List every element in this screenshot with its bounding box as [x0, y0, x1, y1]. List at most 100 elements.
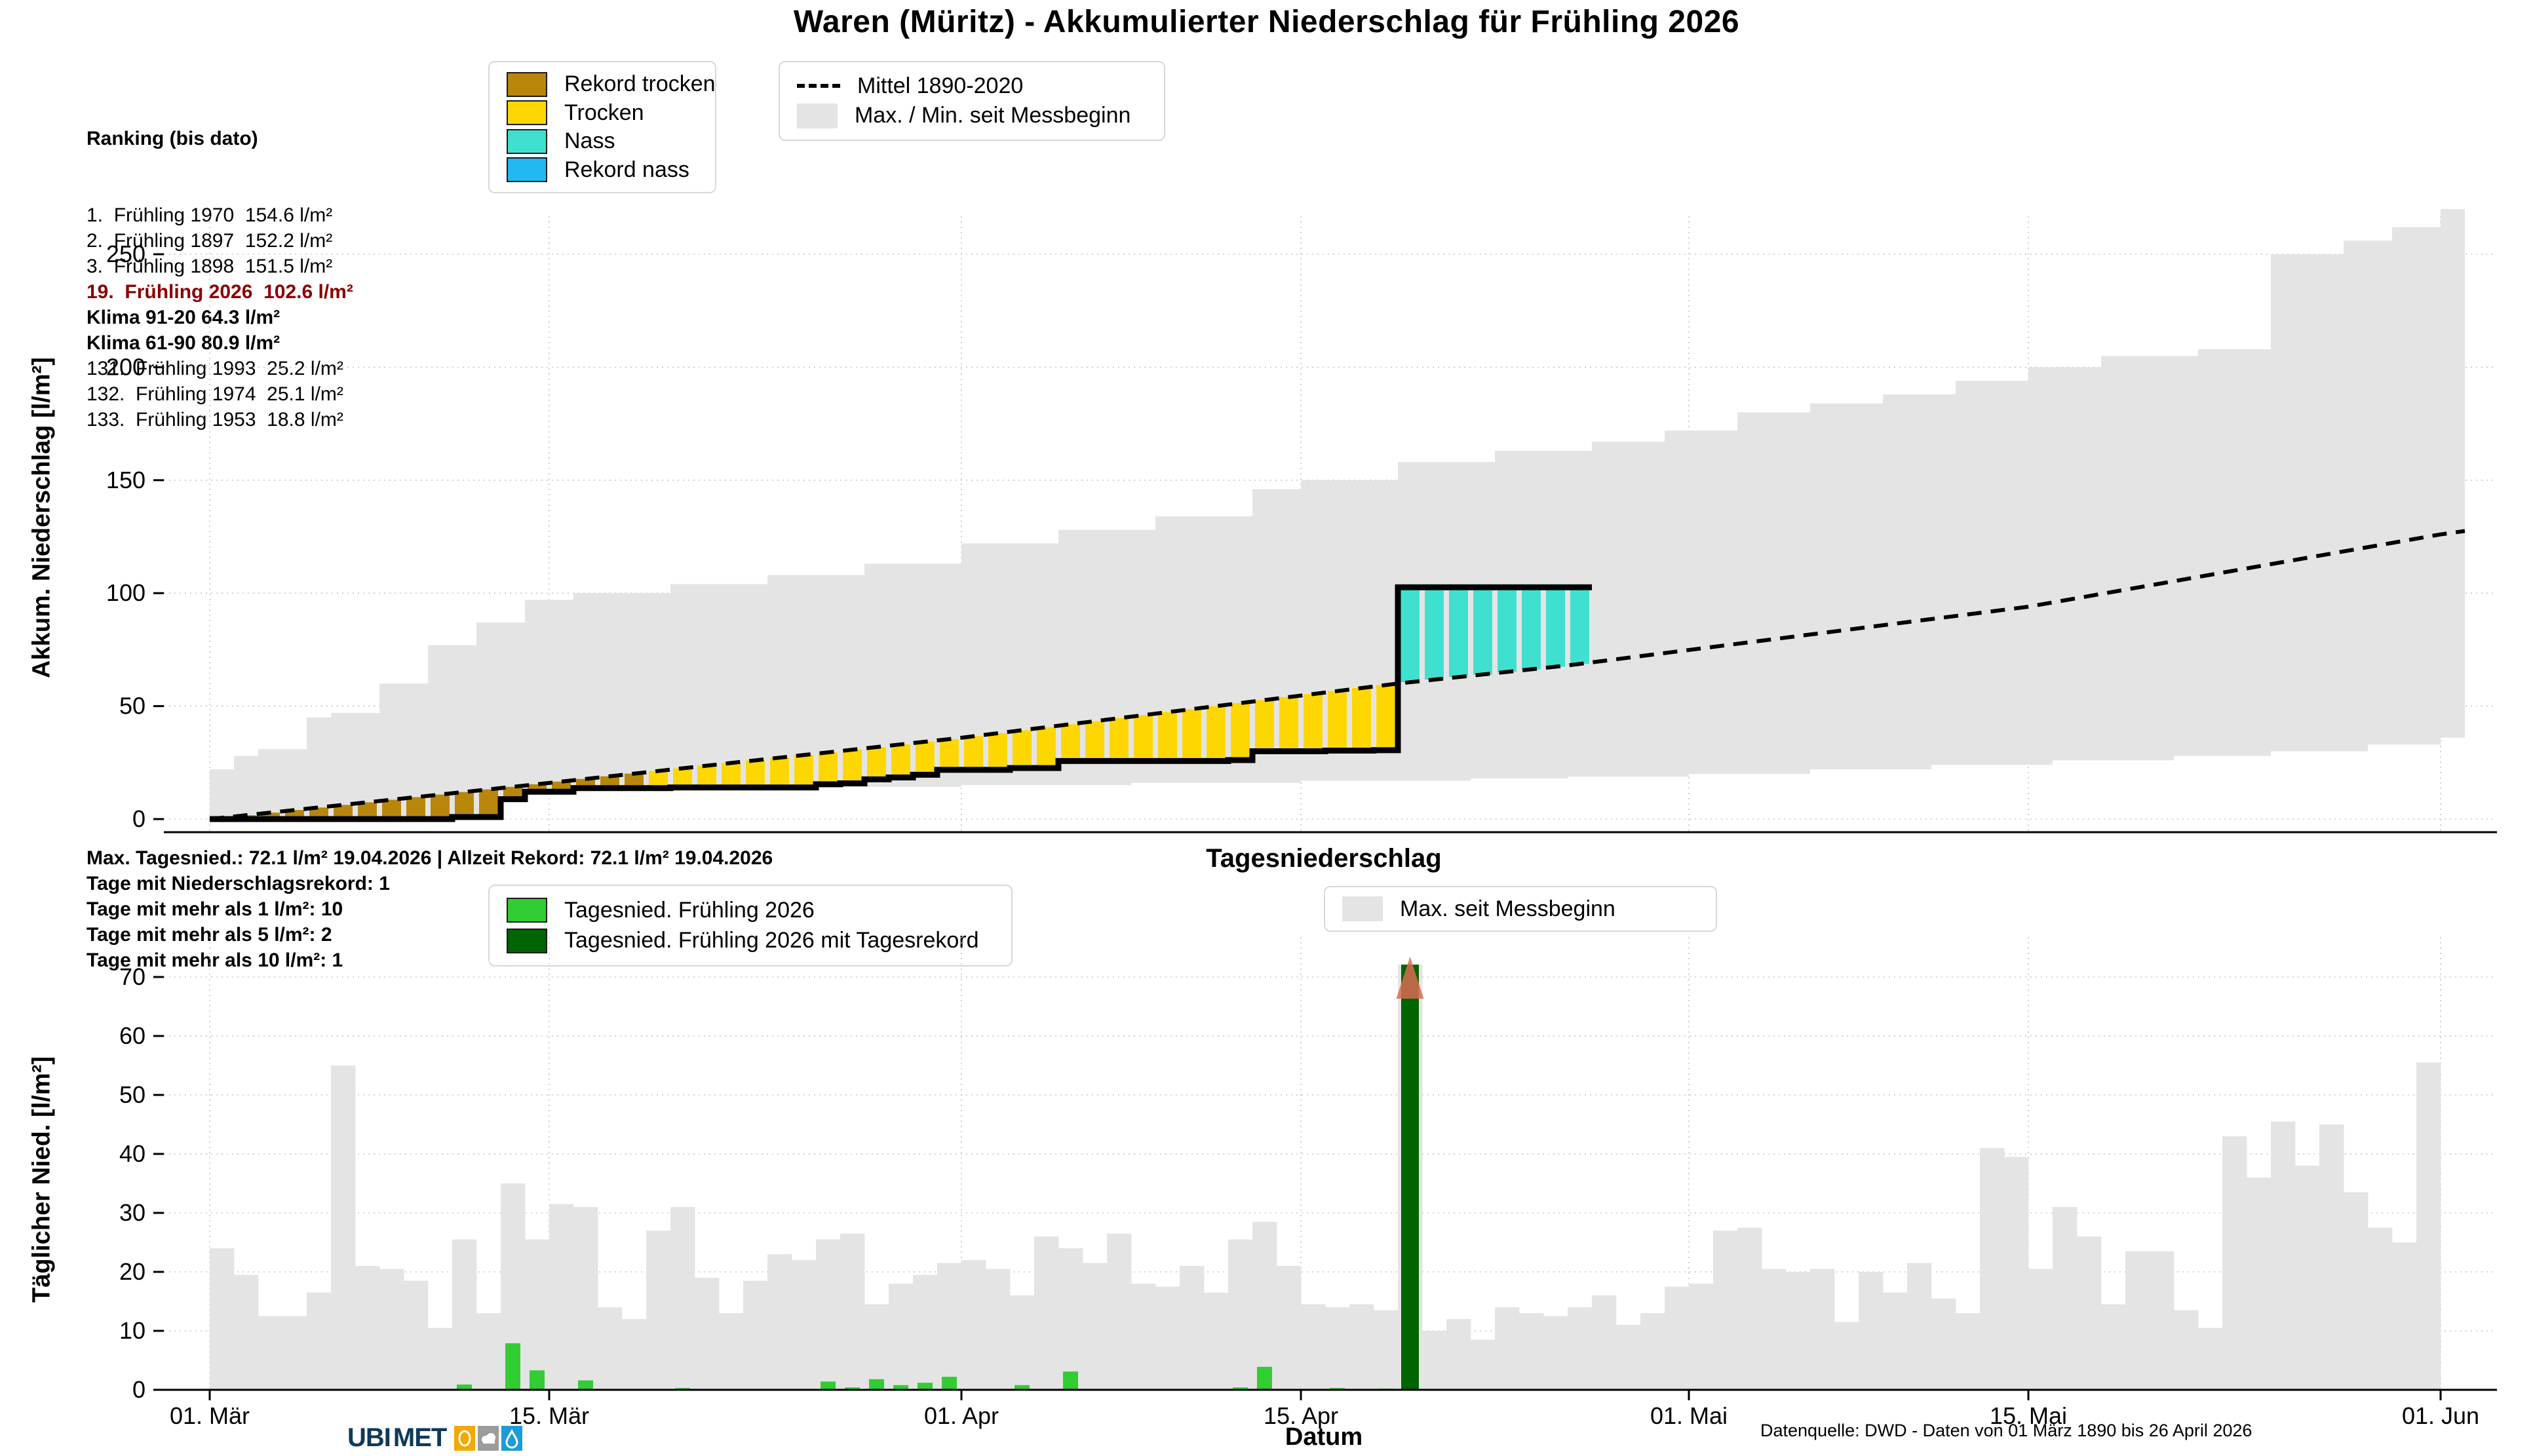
- daily-max-bar: [1131, 1284, 1156, 1390]
- xtick-label: 15. Mär: [509, 1402, 589, 1429]
- daily-2026-bars: [457, 965, 1419, 1390]
- accum-bar: [334, 805, 353, 819]
- legend-label: Nass: [564, 128, 615, 154]
- legend-label: Max. seit Messbeginn: [1400, 896, 1615, 921]
- daily-max-bar: [1180, 1266, 1205, 1390]
- daily-max-bar: [2368, 1227, 2393, 1390]
- bottom-chart-title: Tagesniederschlag: [1206, 844, 1442, 873]
- top-ytick-label: 50: [119, 693, 145, 719]
- legend-swatch-icon: [507, 898, 547, 923]
- legend-item: Tagesnied. Frühling 2026: [507, 898, 994, 923]
- daily-max-bar: [307, 1292, 332, 1390]
- daily-max-bar: [1471, 1339, 1496, 1390]
- accum-bar: [1376, 685, 1395, 750]
- daily-max-bar: [864, 1304, 889, 1390]
- accum-bar: [916, 741, 935, 775]
- accum-bar: [1425, 587, 1444, 680]
- axes: [153, 253, 2497, 1400]
- daily-max-bar: [2077, 1236, 2102, 1390]
- daily-record-bar: [1401, 965, 1419, 1390]
- daily-max-bar: [646, 1231, 671, 1390]
- legend-label: Tagesnied. Frühling 2026: [564, 897, 815, 923]
- legend-item: Rekord nass: [507, 157, 698, 183]
- legend-label: Mittel 1890-2020: [857, 73, 1024, 98]
- daily-max-bar: [452, 1239, 477, 1390]
- bottom-ytick-label: 40: [119, 1140, 145, 1167]
- daily-max-bar: [2150, 1251, 2175, 1390]
- daily-bar: [1015, 1385, 1030, 1390]
- daily-max-bar: [1349, 1304, 1374, 1390]
- legend-label: Tagesnied. Frühling 2026 mit Tagesrekord: [564, 928, 979, 953]
- accum-bar: [1304, 694, 1323, 752]
- accum-bar: [1279, 697, 1298, 752]
- xtick-label: 01. Mai: [1650, 1402, 1728, 1429]
- stats-line: Tage mit Niederschlagsrekord: 1: [87, 873, 390, 894]
- accum-bar: [1473, 587, 1492, 675]
- stats-line: Tage mit mehr als 5 l/m²: 2: [87, 924, 332, 946]
- xtick-label: 15. Apr: [1264, 1402, 1338, 1429]
- accum-bar: [1352, 688, 1371, 751]
- ubimet-logo: UBI MET: [347, 1423, 523, 1453]
- daily-max-bar: [1446, 1319, 1471, 1390]
- legend-label: Rekord nass: [564, 157, 689, 182]
- ranking-block: Ranking (bis dato) 1. Frühling 1970 154.…: [87, 75, 353, 484]
- daily-max-bar: [1301, 1304, 1326, 1390]
- accum-bar: [940, 738, 959, 770]
- daily-max-bar: [719, 1313, 744, 1390]
- daily-max-bar: [1640, 1313, 1665, 1390]
- logo-text-ubi: UBI: [347, 1423, 391, 1452]
- daily-bar: [942, 1377, 957, 1390]
- daily-max-bar: [234, 1274, 259, 1390]
- accum-2026-line: [210, 584, 1592, 822]
- daily-bar: [530, 1370, 545, 1390]
- xtick-label: 01. Apr: [924, 1402, 999, 1429]
- daily-max-bar: [1689, 1284, 1714, 1390]
- daily-max-bar: [743, 1280, 768, 1390]
- daily-max-bar: [1810, 1269, 1835, 1390]
- accum-bar: [1085, 721, 1104, 761]
- legend-item: Nass: [507, 128, 698, 154]
- legend-item: Trocken: [507, 100, 698, 126]
- daily-bar: [918, 1383, 933, 1390]
- dashed-line-sample-icon: [797, 84, 840, 88]
- daily-max-bar: [573, 1207, 598, 1390]
- daily-max-bar: [404, 1280, 429, 1390]
- daily-max-bar: [2392, 1242, 2417, 1390]
- daily-bar: [505, 1343, 520, 1390]
- xtick-label: 01. Jun: [2402, 1402, 2479, 1429]
- sun-icon: [454, 1425, 476, 1451]
- legend-swatch-icon: [507, 71, 547, 97]
- bottom-ytick-label: 60: [119, 1022, 145, 1049]
- stats-line: Tage mit mehr als 1 l/m²: 10: [87, 898, 343, 920]
- daily-max-bar: [1277, 1266, 1302, 1390]
- accum-bar: [528, 784, 547, 792]
- accum-bar: [988, 733, 1007, 770]
- daily-max-bar: [986, 1269, 1011, 1390]
- daily-max-bar: [695, 1278, 720, 1390]
- legend-accumulation-categories: Rekord trocken Trocken Nass Rekord nass: [488, 61, 716, 193]
- drop-icon: [501, 1425, 523, 1451]
- accum-bar: [770, 757, 789, 788]
- top-ytick-label: 100: [106, 579, 145, 606]
- daily-max-bar: [1083, 1263, 1108, 1390]
- daily-bar: [1257, 1366, 1272, 1390]
- accum-bar: [1013, 730, 1032, 769]
- accum-bar: [1522, 587, 1541, 670]
- daily-max-bar: [937, 1263, 962, 1390]
- accum-bar: [722, 763, 741, 788]
- daily-max-bar: [2028, 1269, 2053, 1390]
- daily-max-bar: [913, 1274, 938, 1390]
- daily-max-bar: [1859, 1272, 1884, 1390]
- daily-max-bar: [2174, 1310, 2199, 1390]
- ranking-line: 2. Frühling 1897 152.2 l/m²: [87, 230, 333, 252]
- ranking-line: 19. Frühling 2026 102.6 l/m²: [87, 281, 353, 303]
- accum-bar: [1231, 703, 1250, 761]
- daily-max-bar: [428, 1328, 453, 1390]
- stats-line: Max. Tagesnied.: 72.1 l/m² 19.04.2026 | …: [87, 847, 773, 869]
- daily-max-bar: [1155, 1286, 1180, 1390]
- daily-max-bar: [1568, 1307, 1593, 1390]
- accum-bar: [455, 792, 474, 817]
- daily-max-bar: [2125, 1251, 2150, 1390]
- daily-bar: [1063, 1371, 1078, 1390]
